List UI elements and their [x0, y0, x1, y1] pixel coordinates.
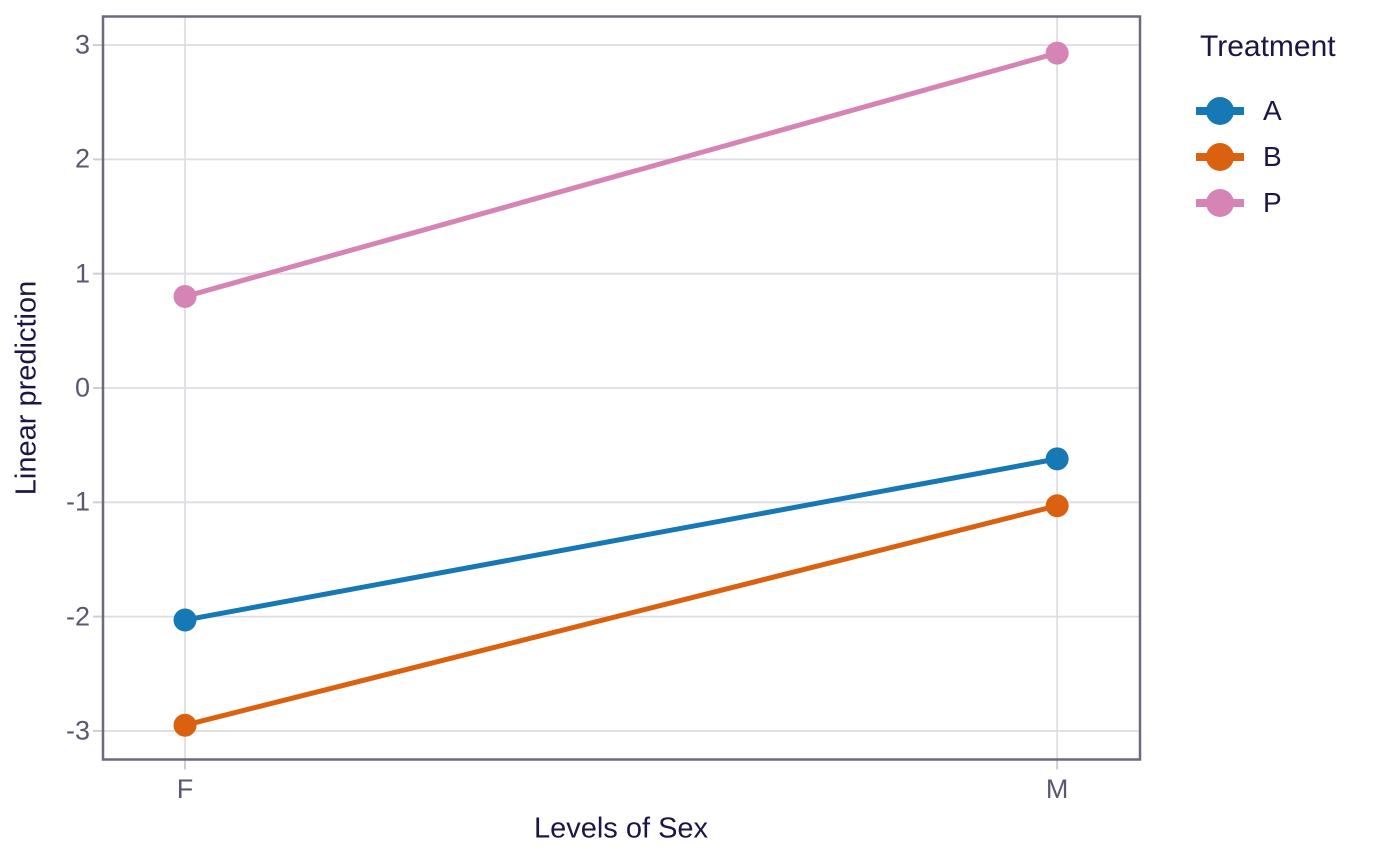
legend-marker-icon — [1196, 189, 1244, 217]
series-line-A — [184, 456, 1058, 623]
y-tick-label: -1 — [65, 486, 90, 517]
legend-marker-icon — [1196, 97, 1244, 125]
legend-label: A — [1263, 95, 1282, 126]
y-axis-title: Linear prediction — [10, 280, 43, 496]
legend-label: B — [1263, 141, 1282, 172]
y-tick-label: -2 — [65, 601, 90, 632]
legend-label: P — [1263, 187, 1282, 218]
series-marker-A-F — [173, 608, 197, 632]
series-marker-P-M — [1045, 41, 1069, 65]
y-tick-label: -3 — [65, 715, 90, 746]
series-marker-B-F — [173, 713, 197, 737]
series-marker-A-M — [1045, 447, 1069, 471]
y-tick-label: 2 — [74, 143, 90, 174]
legend-item-B: B — [1196, 134, 1336, 180]
legend-item-P: P — [1196, 180, 1336, 226]
x-axis-title: Levels of Sex — [533, 812, 709, 845]
plot-border — [101, 15, 1142, 761]
y-tick-label: 1 — [74, 258, 90, 289]
y-tick-label: 0 — [74, 372, 90, 403]
legend-title: Treatment — [1200, 30, 1336, 63]
x-tick-label-F: F — [176, 773, 194, 804]
series-marker-P-F — [173, 285, 197, 309]
y-tick-label: 3 — [74, 29, 90, 60]
series-line-P — [184, 50, 1058, 299]
legend-marker-icon — [1196, 143, 1244, 171]
series-line-B — [184, 503, 1058, 728]
legend-item-A: A — [1196, 88, 1336, 134]
series-marker-B-M — [1045, 494, 1069, 518]
x-tick-label-M: M — [1045, 773, 1069, 804]
